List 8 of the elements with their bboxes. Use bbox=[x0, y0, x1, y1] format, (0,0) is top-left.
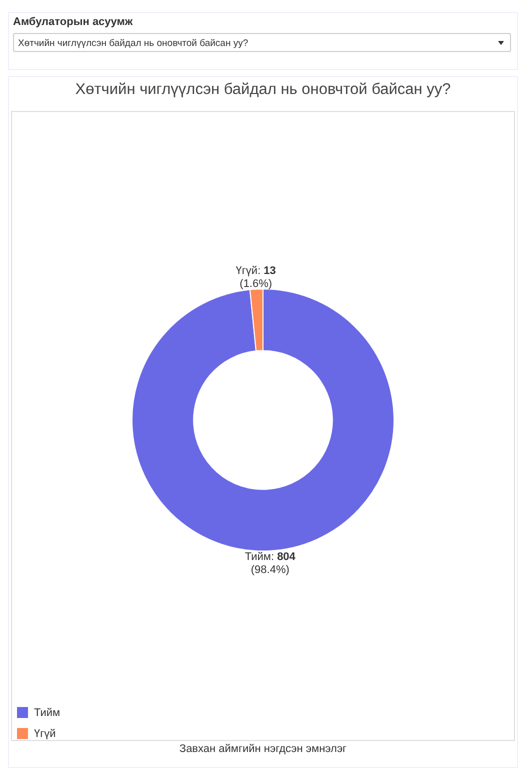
legend-label: Тийм bbox=[34, 706, 60, 718]
text: Амбулаторын асуумж bbox=[13, 16, 133, 28]
text: Хөтчийн чиглүүлсэн байдал нь оновчтой байсан уу? bbox=[18, 38, 248, 49]
data-label: Тийм: 804 (98.4%) bbox=[244, 550, 296, 576]
text: Завхан аймгийн нэгдсэн эмнэлэг bbox=[178, 743, 348, 755]
legend-label: Үгүй bbox=[34, 728, 56, 740]
chart-title: Хөтчийн чиглүүлсэн байдал нь оновчтой байсан уу? bbox=[74, 81, 452, 99]
data-label: Үгүй: 13 (1.6%) bbox=[236, 265, 276, 290]
